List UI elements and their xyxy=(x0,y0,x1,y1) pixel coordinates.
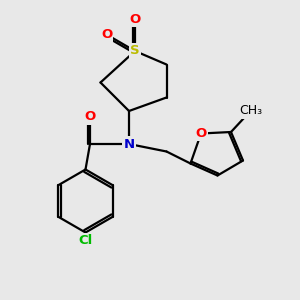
Text: S: S xyxy=(130,44,140,58)
Text: CH₃: CH₃ xyxy=(239,104,262,118)
Text: O: O xyxy=(84,110,96,124)
Text: O: O xyxy=(195,127,207,140)
Text: O: O xyxy=(129,13,141,26)
Text: N: N xyxy=(123,137,135,151)
Text: Cl: Cl xyxy=(78,234,93,248)
Text: O: O xyxy=(101,28,112,41)
